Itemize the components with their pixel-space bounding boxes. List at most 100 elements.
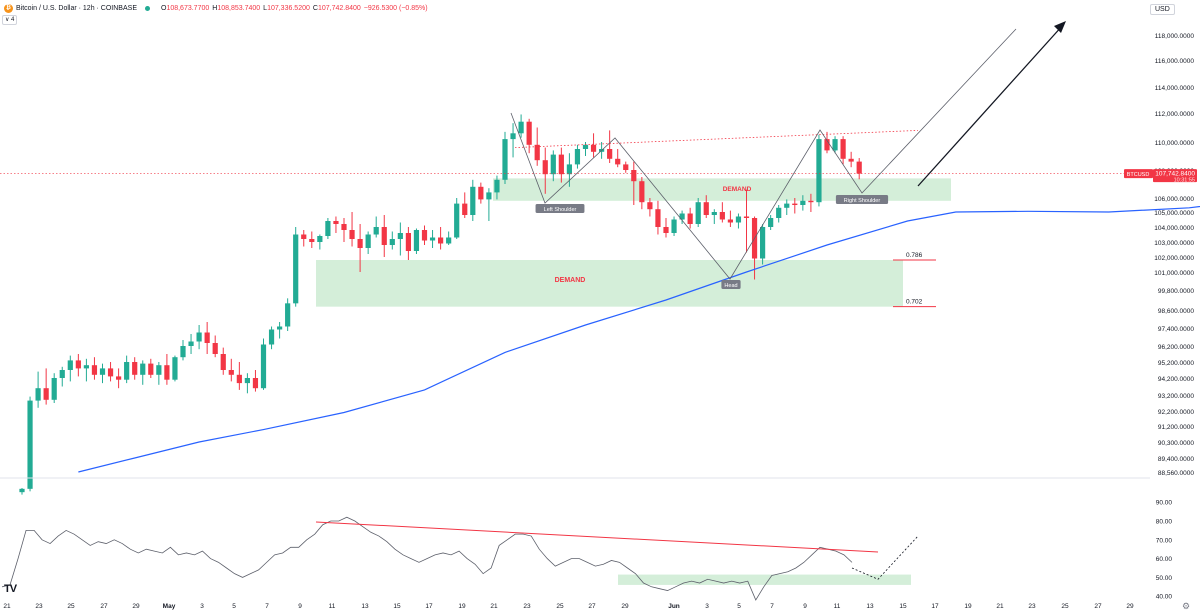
candle: [695, 198, 701, 227]
price-tick: 103,000.0000: [1154, 240, 1194, 247]
candle: [164, 354, 170, 385]
time-tick: 21: [490, 603, 498, 610]
rsi-tick: 80.00: [1156, 519, 1173, 526]
rsi-projection: [851, 535, 919, 580]
candle-body: [325, 221, 331, 236]
rsi-support-zone: [618, 574, 911, 585]
candle-body: [19, 488, 25, 493]
candle-body: [156, 365, 162, 375]
candle: [212, 335, 218, 358]
time-tick: 13: [361, 603, 369, 610]
ohlc-high-value: 108,853.7400: [217, 4, 261, 12]
candle-body: [212, 343, 218, 354]
candle-body: [703, 202, 709, 215]
time-tick: 23: [1028, 603, 1036, 610]
gear-icon[interactable]: ⚙: [1182, 601, 1191, 611]
candle-body: [558, 154, 564, 175]
candle: [454, 198, 460, 239]
candle: [663, 218, 669, 238]
candle: [421, 225, 428, 245]
candle: [99, 363, 106, 384]
price-tick: 112,000.0000: [1155, 111, 1195, 118]
candle: [236, 362, 242, 390]
fib-786-label: 0.786: [906, 252, 923, 259]
candle-body: [534, 144, 540, 161]
candle: [59, 366, 65, 387]
price-tick: 98,600.0000: [1158, 308, 1195, 315]
candle-body: [792, 203, 798, 205]
candle-body: [341, 224, 347, 230]
candle-body: [317, 236, 323, 242]
time-tick: 23: [523, 603, 531, 610]
price-tick: 110,000.0000: [1155, 140, 1195, 147]
time-tick: 5: [737, 603, 741, 610]
candle: [486, 188, 492, 221]
price-tick: 92,200.0000: [1158, 409, 1195, 416]
price-tick: 104,000.0000: [1154, 225, 1194, 232]
candle-body: [454, 203, 460, 238]
candle-body: [607, 149, 613, 159]
candle: [590, 133, 597, 158]
candle-body: [204, 332, 210, 343]
candle: [148, 358, 154, 378]
indicator-collapse-button[interactable]: ∨ 4: [2, 15, 18, 25]
candle: [252, 370, 259, 392]
candle: [188, 334, 194, 354]
tradingview-logo-icon: TV: [4, 583, 17, 595]
candle: [784, 199, 790, 215]
current-price-box: [1153, 169, 1197, 183]
candle: [470, 179, 476, 221]
time-tick: 5: [232, 603, 236, 610]
time-tick: 27: [100, 603, 108, 610]
price-tick: 89,400.0000: [1158, 456, 1195, 463]
candle-body: [574, 149, 581, 165]
candle-body: [639, 181, 645, 203]
candle-body: [301, 234, 307, 239]
candle: [156, 362, 162, 385]
candle: [285, 298, 291, 331]
candle: [349, 212, 355, 247]
candle: [317, 234, 323, 250]
candle: [75, 354, 81, 377]
candle-body: [663, 227, 669, 233]
candle: [268, 326, 275, 350]
candle: [365, 231, 371, 254]
candle-body: [856, 161, 862, 174]
price-tick: 99,800.0000: [1158, 288, 1195, 295]
candle: [116, 368, 122, 389]
candle-body: [107, 368, 114, 377]
candle-body: [695, 202, 701, 224]
currency-selector[interactable]: USD: [1150, 4, 1175, 15]
projection-arrow: [917, 24, 1064, 187]
candle: [405, 227, 411, 260]
price-tick: 105,000.0000: [1154, 210, 1194, 217]
candle-body: [59, 370, 65, 378]
candle-body: [526, 121, 532, 145]
candle-body: [486, 192, 492, 200]
candle: [542, 147, 548, 194]
candle: [325, 218, 331, 239]
candle-body: [389, 239, 395, 245]
symbol-title[interactable]: Bitcoin / U.S. Dollar · 12h · COINBASE: [16, 4, 137, 12]
candle-body: [816, 139, 822, 203]
candle: [196, 325, 202, 350]
candle-body: [421, 230, 428, 241]
left-shoulder-label: Left Shoulder: [544, 207, 577, 213]
candle: [550, 150, 556, 182]
candle: [301, 230, 307, 247]
candle-body: [27, 400, 33, 489]
candle: [518, 114, 524, 138]
candle-body: [582, 144, 589, 149]
demand-upper-label: DEMAND: [723, 186, 752, 193]
demand-zone-2: [316, 260, 903, 307]
candle: [607, 130, 613, 163]
candle-body: [727, 219, 733, 223]
ohlc-high-key: H: [212, 4, 218, 12]
time-tick: 25: [556, 603, 564, 610]
candle-body: [542, 160, 548, 175]
rsi-tick: 40.00: [1156, 594, 1173, 601]
candle: [639, 177, 645, 210]
candle: [429, 230, 436, 248]
